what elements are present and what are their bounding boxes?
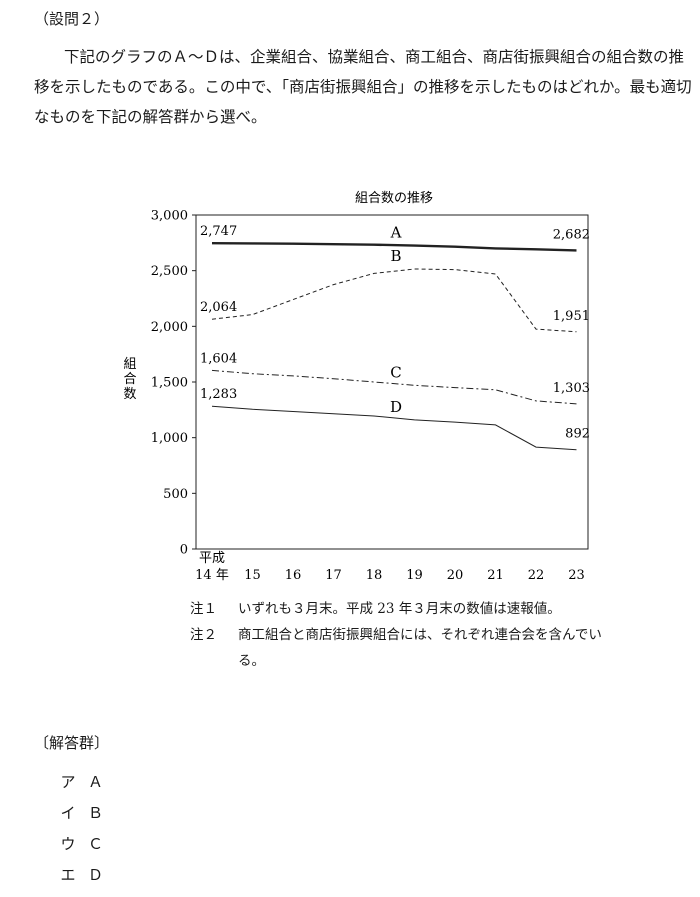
choice-kana: ア [60, 773, 76, 791]
series-line-b [211, 268, 577, 333]
chart-title: 組合数の推移 [355, 191, 433, 206]
choice-label: Ｂ [88, 804, 104, 822]
line-chart: 組合数の推移 組合数 3,000 2,500 2,000 1,500 1,000 500 0… [123, 191, 590, 583]
x-tick-label: 15 [244, 568, 261, 583]
x-tick-label: 14 年 [195, 568, 229, 583]
x-tick-label: 23 [568, 568, 585, 583]
choice-kana: ウ [60, 835, 76, 853]
x-tick-labels: 平成 14 年 15 16 17 18 19 20 21 22 23 [195, 551, 585, 583]
y-axis-label: 組合数 [123, 357, 136, 402]
series-start-value: 1,283 [200, 387, 237, 402]
x-tick-label: 20 [447, 568, 464, 583]
x-tick-label: 16 [285, 568, 302, 583]
x-tick-label: 22 [528, 568, 545, 583]
y-tick-label: 2,500 [151, 264, 188, 279]
note-2: 注２ 商工組合と商店街振興組合には、それぞれ連合会を含んでいる。 [190, 622, 608, 674]
choice-u[interactable]: ウ Ｃ [48, 828, 103, 859]
x-axis-era-label: 平成 [199, 551, 225, 566]
note-1: 注１ いずれも３月末。平成 23 年３月末の数値は速報値。 [190, 596, 608, 622]
x-tick-label: 17 [325, 568, 342, 583]
choice-kana: イ [60, 804, 76, 822]
y-tick-label: 1,500 [151, 376, 188, 391]
x-tick-label: 19 [406, 568, 423, 583]
answer-group-heading: 〔解答群〕 [34, 734, 110, 752]
note-2-tag: 注２ [190, 627, 217, 643]
series-end-value: 892 [565, 427, 590, 442]
choice-i[interactable]: イ Ｂ [48, 797, 103, 828]
note-1-tag: 注１ [190, 601, 217, 617]
choice-a[interactable]: ア Ａ [48, 766, 103, 797]
y-tick-label: 1,000 [151, 431, 188, 446]
series-line-c [211, 369, 577, 405]
chart-axes [195, 214, 589, 550]
question-text: 下記のグラフのＡ～Ｄは、企業組合、協業組合、商工組合、商店街振興組合の組合数の推… [34, 42, 694, 132]
series-start-value: 2,747 [200, 224, 237, 239]
plot-frame [195, 214, 589, 550]
series-name-b: B [390, 247, 401, 265]
question-number: （設問２） [34, 10, 110, 28]
series-name-d: D [390, 398, 402, 416]
series-name-a: A [390, 224, 402, 242]
series-lines [211, 242, 577, 451]
y-axis-label-char: 合 [123, 372, 136, 387]
y-tick-label: 0 [180, 543, 188, 558]
series-end-value: 1,303 [553, 381, 590, 396]
y-axis-label-char: 組 [123, 357, 136, 372]
question-text-body: 下記のグラフのＡ～Ｄは、企業組合、協業組合、商工組合、商店街振興組合の組合数の推… [34, 48, 692, 126]
y-tick-label: 3,000 [151, 209, 188, 224]
y-tick-label: 2,000 [151, 320, 188, 335]
series-line-d [211, 405, 577, 451]
note-1-text: いずれも３月末。平成 23 年３月末の数値は速報値。 [238, 601, 561, 617]
choice-label: Ａ [88, 773, 104, 791]
choice-label: Ｃ [88, 835, 104, 853]
choice-label: Ｄ [88, 866, 104, 884]
choice-e[interactable]: エ Ｄ [48, 859, 103, 890]
choice-kana: エ [60, 866, 76, 884]
series-labels: A 2,747 2,682 B 2,064 1,951 C 1,604 1,303 D 1,283 8… [200, 224, 590, 442]
y-axis-label-char: 数 [123, 387, 136, 402]
x-tick-label: 21 [487, 568, 504, 583]
series-name-c: C [390, 363, 401, 381]
y-tick-label: 500 [163, 487, 188, 502]
series-end-value: 1,951 [553, 309, 590, 324]
answer-choices: ア Ａ イ Ｂ ウ Ｃ エ Ｄ [48, 766, 103, 890]
x-tick-label: 18 [366, 568, 383, 583]
series-start-value: 1,604 [200, 351, 237, 366]
series-end-value: 2,682 [553, 227, 590, 242]
note-2-text: 商工組合と商店街振興組合には、それぞれ連合会を含んでいる。 [238, 627, 602, 669]
y-tick-labels: 3,000 2,500 2,000 1,500 1,000 500 0 [151, 209, 196, 558]
series-line-a [211, 242, 577, 252]
chart-notes: 注１ いずれも３月末。平成 23 年３月末の数値は速報値。 注２ 商工組合と商店… [190, 596, 608, 674]
series-start-value: 2,064 [200, 300, 237, 315]
